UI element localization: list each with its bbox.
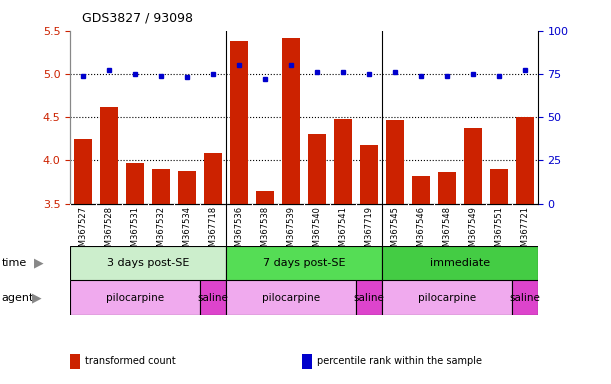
Text: immediate: immediate: [430, 258, 490, 268]
Text: GSM367721: GSM367721: [520, 206, 529, 257]
Text: saline: saline: [509, 293, 540, 303]
Bar: [512, 280, 538, 315]
Text: GSM367548: GSM367548: [442, 206, 452, 257]
Text: agent: agent: [2, 293, 34, 303]
Bar: [282, 38, 300, 204]
Text: GDS3827 / 93098: GDS3827 / 93098: [82, 11, 194, 24]
Text: GSM367527: GSM367527: [79, 206, 88, 257]
Bar: [382, 246, 538, 280]
Bar: [74, 139, 92, 204]
Bar: [230, 41, 248, 204]
Bar: [412, 176, 430, 204]
Text: pilocarpine: pilocarpine: [106, 293, 164, 303]
Text: ▶: ▶: [32, 291, 42, 304]
Bar: [200, 280, 226, 315]
Bar: [226, 280, 356, 315]
Bar: [360, 145, 378, 204]
Bar: [178, 171, 196, 204]
Bar: [516, 117, 534, 204]
Text: GSM367539: GSM367539: [287, 206, 296, 257]
Text: GSM367532: GSM367532: [156, 206, 166, 257]
Text: pilocarpine: pilocarpine: [418, 293, 476, 303]
Bar: [334, 119, 352, 204]
Text: percentile rank within the sample: percentile rank within the sample: [317, 356, 482, 366]
Bar: [70, 246, 226, 280]
Bar: [126, 163, 144, 204]
Text: ▶: ▶: [34, 257, 43, 270]
Text: GSM367528: GSM367528: [104, 206, 114, 257]
Bar: [204, 153, 222, 204]
Bar: [489, 169, 508, 204]
Text: GSM367719: GSM367719: [364, 206, 373, 257]
Bar: [152, 169, 170, 204]
Text: saline: saline: [197, 293, 229, 303]
Text: 3 days post-SE: 3 days post-SE: [107, 258, 189, 268]
Text: GSM367534: GSM367534: [183, 206, 192, 257]
Text: GSM367545: GSM367545: [390, 206, 400, 257]
Text: GSM367551: GSM367551: [494, 206, 503, 257]
Bar: [464, 128, 482, 204]
Bar: [226, 246, 382, 280]
Bar: [100, 107, 119, 204]
Text: GSM367531: GSM367531: [131, 206, 140, 257]
Text: time: time: [2, 258, 27, 268]
Text: GSM367540: GSM367540: [312, 206, 321, 257]
Bar: [308, 134, 326, 204]
Bar: [382, 280, 512, 315]
Text: GSM367536: GSM367536: [235, 206, 244, 257]
Bar: [70, 280, 200, 315]
Bar: [386, 120, 404, 204]
Text: pilocarpine: pilocarpine: [262, 293, 320, 303]
Text: GSM367546: GSM367546: [416, 206, 425, 257]
Text: GSM367538: GSM367538: [260, 206, 269, 257]
Bar: [256, 190, 274, 204]
Bar: [356, 280, 382, 315]
Text: GSM367549: GSM367549: [468, 206, 477, 257]
Text: saline: saline: [353, 293, 384, 303]
Text: 7 days post-SE: 7 days post-SE: [263, 258, 345, 268]
Text: GSM367718: GSM367718: [208, 206, 218, 257]
Text: GSM367541: GSM367541: [338, 206, 348, 257]
Bar: [437, 172, 456, 204]
Text: transformed count: transformed count: [85, 356, 176, 366]
